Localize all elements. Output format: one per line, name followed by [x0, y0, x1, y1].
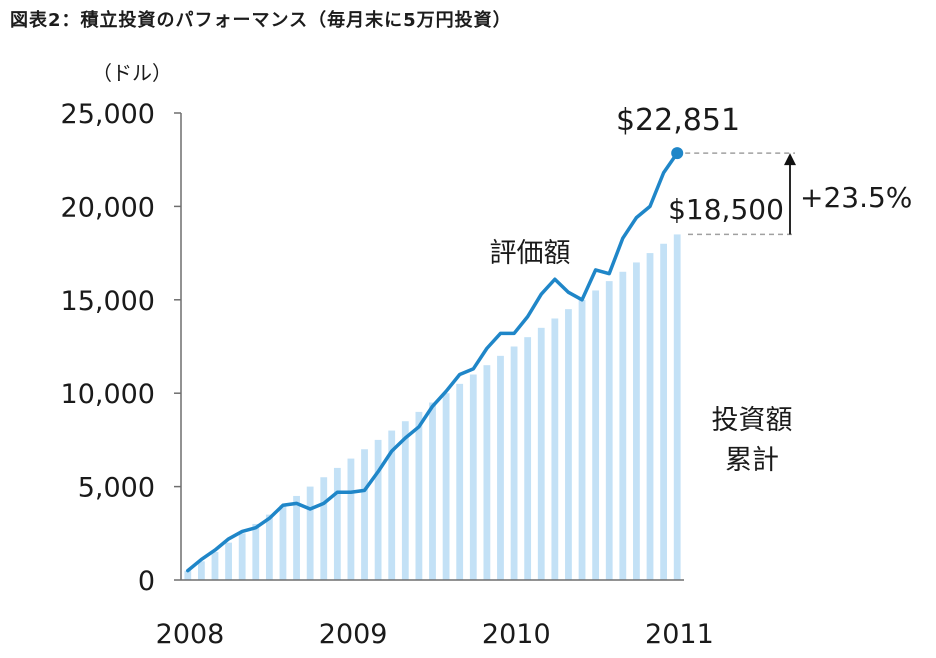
invested-bar [510, 346, 518, 580]
x-tick-label: 2010 [482, 619, 551, 650]
invested-bar [306, 486, 314, 580]
invested-bar [619, 271, 627, 580]
invested-bar [225, 542, 232, 580]
invested-bar [456, 383, 464, 580]
valuation-line [186, 151, 679, 573]
invested-bar [660, 243, 668, 580]
gain-percent-label: +23.5% [800, 181, 912, 214]
x-tick-label: 2011 [645, 619, 714, 650]
invested-series-label-line2: 累計 [725, 445, 779, 476]
valuation-series-label: 評価額 [490, 238, 571, 269]
invested-bar [633, 262, 640, 580]
invested-bar [374, 439, 382, 580]
invested-bar [388, 430, 396, 580]
y-tick-label: 0 [138, 566, 155, 597]
invested-bar [442, 393, 450, 580]
invested-bar [252, 523, 260, 580]
invested-bar [265, 514, 273, 580]
invested-bar [646, 253, 654, 580]
y-ticks-group: 0 5,000 10,000 15,000 20,000 25,000 [61, 99, 181, 597]
invested-bar [415, 411, 423, 580]
invested-bar [197, 561, 205, 580]
invested-bar [347, 458, 355, 580]
invested-bar [592, 290, 600, 580]
invested-bar [320, 477, 328, 580]
invested-bar [238, 533, 246, 580]
y-tick-label: 5,000 [78, 473, 155, 504]
invested-bar [483, 365, 491, 580]
end-value-label: $22,851 [616, 103, 740, 138]
invested-bar [497, 355, 504, 580]
y-tick-label: 10,000 [61, 379, 155, 410]
y-tick-label: 15,000 [61, 286, 155, 317]
y-tick-label: 20,000 [61, 192, 155, 223]
invested-bar [469, 374, 477, 580]
chart-title: 図表2：積立投資のパフォーマンス（毎月末に5万円投資） [10, 10, 512, 31]
y-axis-unit-label: （ドル） [92, 61, 172, 85]
x-tick-label: 2008 [156, 619, 225, 650]
invested-series-label-line1: 投資額 [712, 405, 793, 436]
invested-bar [361, 449, 368, 580]
invested-total-label: $18,500 [668, 193, 784, 226]
invested-bar [279, 505, 287, 580]
invested-bar [578, 299, 586, 580]
invested-bar [524, 337, 532, 580]
invested-bar [401, 421, 409, 580]
gain-arrow-head [784, 153, 796, 166]
x-tick-label: 2009 [319, 619, 388, 650]
invested-bar [605, 281, 613, 580]
invested-bar [429, 402, 436, 580]
valuation-line-group [186, 147, 684, 573]
axes-group [180, 113, 684, 581]
invested-bar [333, 467, 341, 580]
invested-bar [673, 234, 681, 581]
invested-bar [293, 495, 300, 580]
invested-bar [551, 318, 559, 580]
invested-bars-group [184, 234, 681, 581]
y-tick-label: 25,000 [61, 99, 155, 130]
end-value-marker [671, 147, 684, 160]
invested-bar [565, 309, 572, 580]
invested-bar [211, 551, 219, 580]
invested-bar [537, 327, 545, 580]
invested-bar [184, 570, 192, 580]
x-ticks-group: 2008 2009 2010 2011 [156, 619, 714, 650]
